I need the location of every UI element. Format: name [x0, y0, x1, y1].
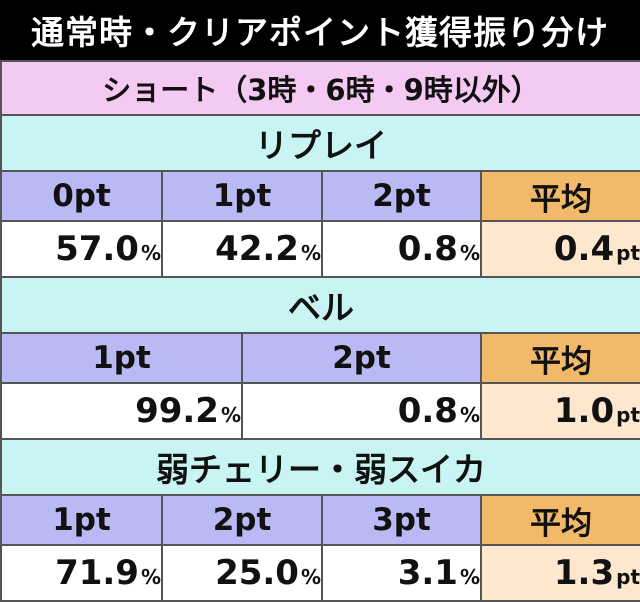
value-unit: % [140, 241, 161, 265]
value-cell-average: 1.3 pt [479, 544, 640, 602]
category-label-replay: リプレイ [0, 114, 640, 172]
header-cell-average: 平均 [479, 170, 640, 222]
category-label-bell: ベル [0, 276, 640, 334]
value-number: 1.3 [553, 553, 615, 593]
category-row-bell: ベル [0, 276, 640, 334]
value-number: 0.8 [397, 391, 458, 431]
value-unit: % [300, 241, 321, 265]
page-title: 通常時・クリアポイント獲得振り分け [0, 0, 640, 60]
value-cell-average: 1.0 pt [479, 382, 640, 440]
value-unit: % [459, 403, 480, 427]
value-number: 0.8 [397, 229, 458, 269]
value-row-cherry-watermelon: 71.9% 25.0% 3.1% 1.3 pt [0, 544, 640, 602]
header-cell: 1pt [161, 170, 323, 222]
header-cell: 2pt [241, 332, 482, 384]
value-unit: % [459, 565, 480, 589]
header-cell: 3pt [321, 494, 482, 546]
header-cell: 1pt [0, 332, 243, 384]
value-unit: pt [616, 403, 640, 427]
value-cell: 71.9% [0, 544, 163, 602]
value-cell: 42.2% [161, 220, 323, 278]
value-cell: 57.0% [0, 220, 163, 278]
distribution-table: ショート（3時・6時・9時以外） リプレイ 0pt 1pt 2pt 平均 57.… [0, 60, 640, 602]
value-number: 99.2 [135, 391, 219, 431]
value-number: 3.1 [397, 553, 458, 593]
value-unit: % [459, 241, 480, 265]
value-cell: 0.8% [321, 220, 482, 278]
value-unit: % [220, 403, 241, 427]
category-row-replay: リプレイ [0, 114, 640, 172]
header-cell: 1pt [0, 494, 163, 546]
value-number: 57.0 [55, 229, 139, 269]
header-row-bell: 1pt 2pt 平均 [0, 332, 640, 384]
header-cell: 2pt [161, 494, 323, 546]
header-cell-average: 平均 [479, 494, 640, 546]
value-cell-average: 0.4 pt [479, 220, 640, 278]
category-row-cherry-watermelon: 弱チェリー・弱スイカ [0, 438, 640, 496]
value-number: 71.9 [55, 553, 139, 593]
category-label-cherry-watermelon: 弱チェリー・弱スイカ [0, 438, 640, 496]
value-number: 25.0 [215, 553, 299, 593]
section-row: ショート（3時・6時・9時以外） [0, 60, 640, 116]
value-cell: 25.0% [161, 544, 323, 602]
value-unit: % [300, 565, 321, 589]
value-row-bell: 99.2% 0.8% 1.0 pt [0, 382, 640, 440]
header-cell: 2pt [321, 170, 482, 222]
value-row-replay: 57.0% 42.2% 0.8% 0.4 pt [0, 220, 640, 278]
value-number: 0.4 [553, 229, 615, 269]
value-unit: % [140, 565, 161, 589]
value-cell: 0.8% [241, 382, 482, 440]
header-cell-average: 平均 [479, 332, 640, 384]
value-cell: 3.1% [321, 544, 482, 602]
value-cell: 99.2% [0, 382, 243, 440]
section-label: ショート（3時・6時・9時以外） [0, 60, 640, 116]
header-row-replay: 0pt 1pt 2pt 平均 [0, 170, 640, 222]
header-row-cherry-watermelon: 1pt 2pt 3pt 平均 [0, 494, 640, 546]
value-number: 1.0 [553, 391, 615, 431]
value-number: 42.2 [215, 229, 299, 269]
value-unit: pt [616, 565, 640, 589]
header-cell: 0pt [0, 170, 163, 222]
value-unit: pt [616, 241, 640, 265]
